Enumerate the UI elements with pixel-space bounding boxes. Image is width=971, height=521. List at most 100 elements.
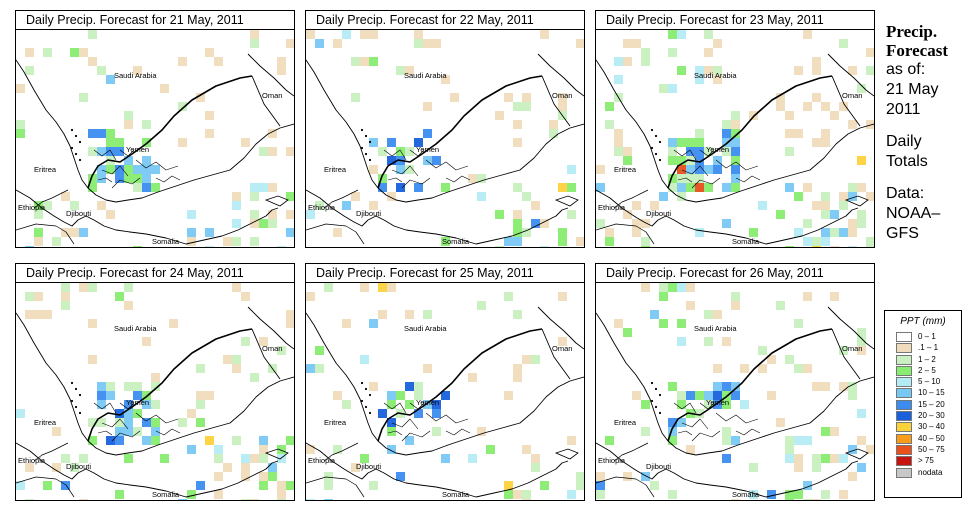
asof-date-line-1: 21 May [886,81,939,98]
map-label-yemen: Yemen [416,145,439,154]
map-label-eritrea: Eritrea [614,418,637,427]
map-label-djibouti: Djibouti [66,462,91,471]
legend-label: 50 – 75 [918,444,945,454]
legend-swatch [896,467,912,478]
forecast-info: Precip. Forecast as of: 21 May 2011 Dail… [886,22,968,244]
map-label-saudi-arabia: Saudi Arabia [404,324,447,333]
legend-item: .1 – 1 [885,342,961,354]
legend-swatch [896,399,912,410]
map-label-djibouti: Djibouti [66,209,91,218]
map-label-yemen: Yemen [706,145,729,154]
map-label-yemen: Yemen [416,398,439,407]
map-label-eritrea: Eritrea [614,165,637,174]
precip-map: Saudi Arabia Oman Yemen Eritrea Ethiopia Djib… [595,29,875,248]
legend-swatch [896,343,912,354]
map-label-eritrea: Eritrea [34,165,57,174]
map-label-ethiopia: Ethiopia [308,456,336,465]
legend-label: 30 – 40 [918,422,945,432]
legend-label: 2 – 5 [918,365,936,375]
legend-swatch [896,377,912,388]
legend-swatch [896,365,912,376]
legend-item: > 75 [885,455,961,467]
legend-label: > 75 [918,456,934,466]
map-label-djibouti: Djibouti [646,209,671,218]
legend-item: 0 – 1 [885,331,961,342]
legend-item: 20 – 30 [885,410,961,422]
map-label-somalia: Somalia [442,490,470,499]
map-label-saudi-arabia: Saudi Arabia [694,71,737,80]
panel-title: Daily Precip. Forecast for 25 May, 2011 [305,263,585,283]
legend-label: .1 – 1 [918,343,939,353]
info-heading-line-1: Precip. [886,22,938,41]
map-label-saudi-arabia: Saudi Arabia [114,324,157,333]
panel-title: Daily Precip. Forecast for 26 May, 2011 [595,263,875,283]
map-canvas: Saudi Arabia Oman Yemen Eritrea Ethiopia Djib… [306,30,584,247]
map-label-ethiopia: Ethiopia [598,203,626,212]
legend-item: 10 – 15 [885,387,961,399]
legend-item: 40 – 50 [885,433,961,444]
map-label-oman: Oman [842,344,862,353]
map-label-ethiopia: Ethiopia [308,203,336,212]
map-label-oman: Oman [552,91,572,100]
map-label-yemen: Yemen [126,145,149,154]
map-label-saudi-arabia: Saudi Arabia [114,71,157,80]
map-label-yemen: Yemen [706,398,729,407]
legend-title: PPT (mm) [900,316,946,327]
map-label-djibouti: Djibouti [356,462,381,471]
map-canvas: Saudi Arabia Oman Yemen Eritrea Ethiopia Djib… [16,30,294,247]
legend-label: 15 – 20 [918,399,945,409]
info-heading-line-2: Forecast [886,41,948,60]
panel-title: Daily Precip. Forecast for 23 May, 2011 [595,10,875,30]
map-canvas: Saudi Arabia Oman Yemen Eritrea Ethiopia Djib… [596,283,874,500]
map-label-saudi-arabia: Saudi Arabia [404,71,447,80]
legend-swatch [896,422,912,433]
legend-label: 0 – 1 [918,332,936,341]
panel-title: Daily Precip. Forecast for 21 May, 2011 [15,10,295,30]
map-label-saudi-arabia: Saudi Arabia [694,324,737,333]
map-canvas: Saudi Arabia Oman Yemen Eritrea Ethiopia Djib… [596,30,874,247]
daily-label-line-2: Totals [886,153,928,170]
map-label-oman: Oman [842,91,862,100]
map-label-eritrea: Eritrea [34,418,57,427]
legend-item: 5 – 10 [885,376,961,388]
legend-swatch [896,388,912,399]
legend-item: nodata [885,467,961,478]
legend-item: 15 – 20 [885,399,961,410]
legend-label: 20 – 30 [918,411,945,421]
map-label-oman: Oman [262,91,282,100]
map-label-djibouti: Djibouti [646,462,671,471]
map-label-somalia: Somalia [152,490,180,499]
map-label-somalia: Somalia [152,237,180,246]
legend-swatch [896,332,912,342]
data-source-label: Data: [886,185,925,202]
map-label-ethiopia: Ethiopia [18,456,46,465]
asof-date-line-2: 2011 [886,101,921,118]
precip-map: Saudi Arabia Oman Yemen Eritrea Ethiopia Djib… [305,282,585,501]
precip-map: Saudi Arabia Oman Yemen Eritrea Ethiopia Djib… [15,29,295,248]
legend-label: 40 – 50 [918,433,945,443]
map-label-somalia: Somalia [732,237,760,246]
legend-item: 30 – 40 [885,421,961,433]
legend-label: 1 – 2 [918,354,936,364]
map-label-somalia: Somalia [442,237,470,246]
precip-map: Saudi Arabia Oman Yemen Eritrea Ethiopia Djib… [15,282,295,501]
legend-swatch [896,456,912,467]
map-label-djibouti: Djibouti [356,209,381,218]
legend-swatch [896,411,912,422]
legend-label: nodata [918,467,943,477]
legend-item: 50 – 75 [885,444,961,455]
legend-swatch [896,433,912,444]
map-label-eritrea: Eritrea [324,418,347,427]
legend-label: 5 – 10 [918,377,941,387]
data-source-line-1: NOAA– [886,205,941,222]
map-label-somalia: Somalia [732,490,760,499]
daily-label-line-1: Daily [886,133,922,150]
data-source-line-2: GFS [886,225,919,242]
map-canvas: Saudi Arabia Oman Yemen Eritrea Ethiopia Djib… [306,283,584,500]
map-label-ethiopia: Ethiopia [18,203,46,212]
legend-swatch [896,354,912,365]
legend-swatch [896,444,912,455]
legend-item: 2 – 5 [885,365,961,376]
